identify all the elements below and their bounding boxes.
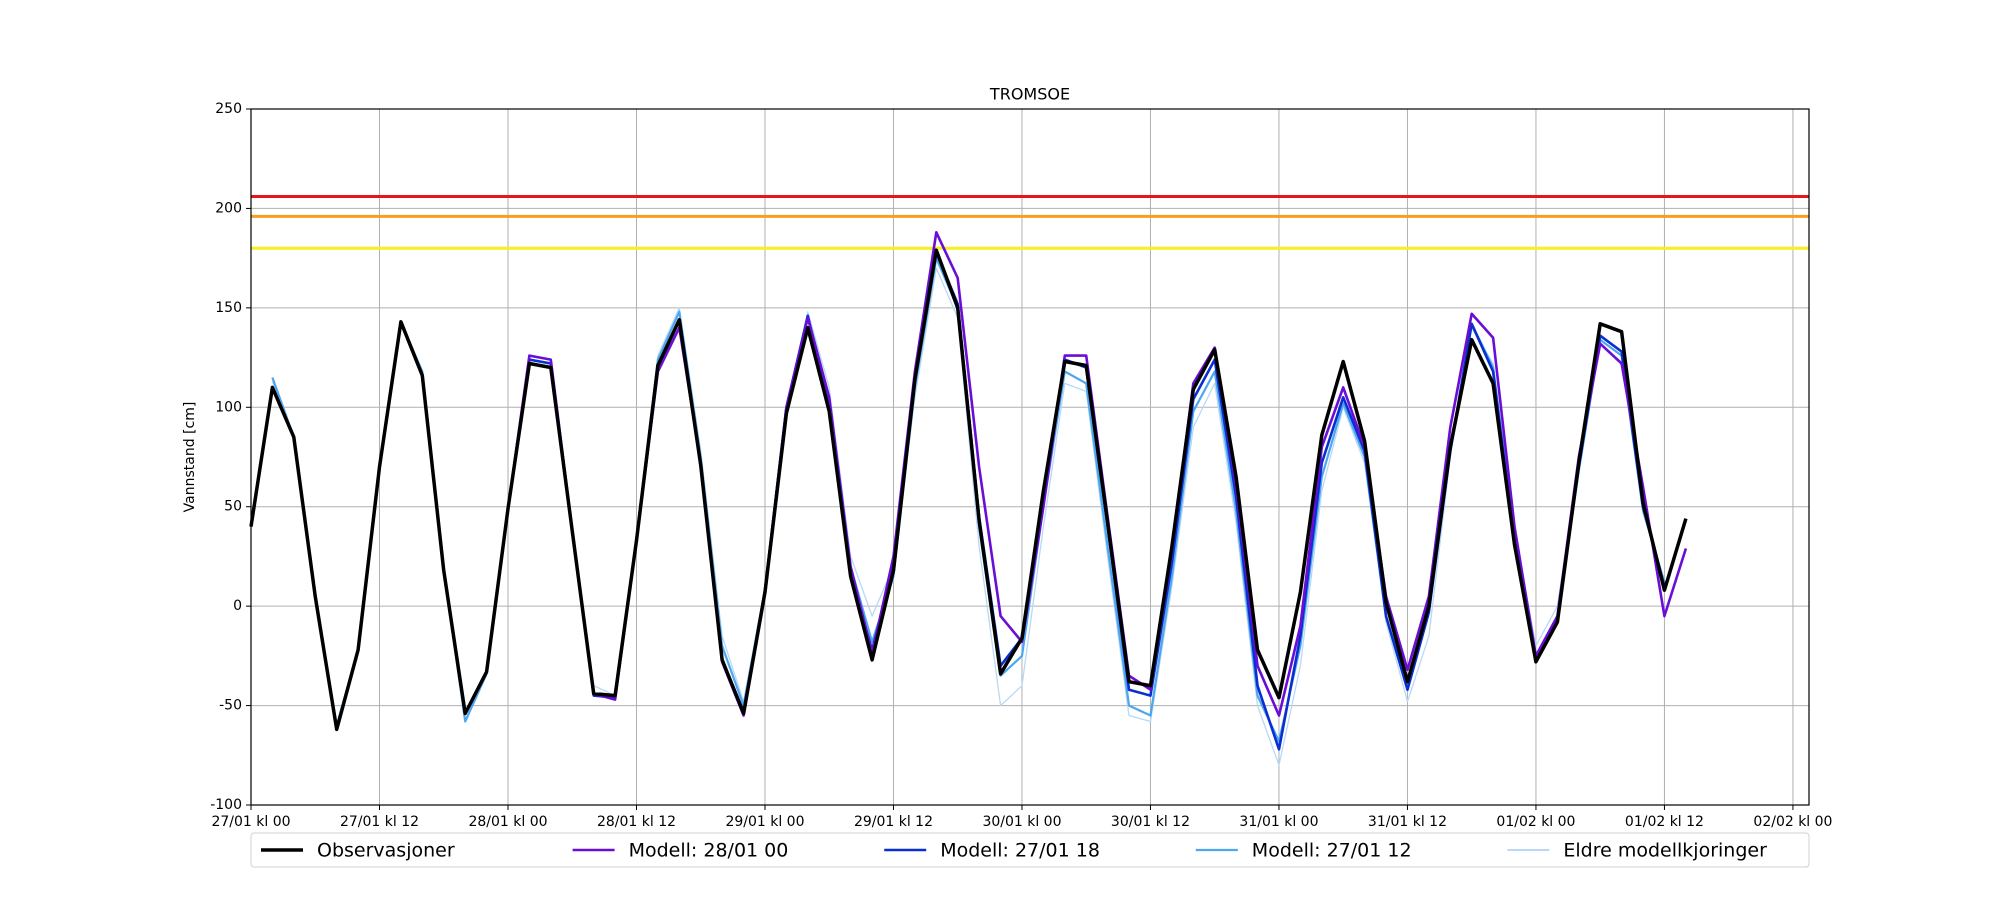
x-tick-label: 01/02 kl 00 bbox=[1496, 814, 1575, 830]
x-tick-label: 29/01 kl 00 bbox=[725, 814, 804, 830]
legend-box bbox=[250, 832, 1810, 868]
y-tick-label: -50 bbox=[219, 698, 242, 714]
x-tick-label: 28/01 kl 12 bbox=[597, 814, 676, 830]
y-tick-label: 200 bbox=[215, 200, 242, 216]
x-tick-label: 01/02 kl 12 bbox=[1625, 814, 1704, 830]
y-tick-label: 0 bbox=[233, 598, 242, 614]
y-tick-label: 50 bbox=[224, 499, 242, 515]
chart-title: TROMSOE bbox=[989, 85, 1070, 104]
x-tick-label: 28/01 kl 00 bbox=[468, 814, 547, 830]
x-tick-label: 30/01 kl 00 bbox=[982, 814, 1061, 830]
y-tick-label: 150 bbox=[215, 300, 242, 316]
y-tick-label: 250 bbox=[215, 101, 242, 117]
y-tick-label: 100 bbox=[215, 399, 242, 415]
y-axis-label: Vannstand [cm] bbox=[182, 402, 198, 513]
legend-label: Modell: 28/01 00 bbox=[629, 840, 789, 862]
legend-label: Modell: 27/01 18 bbox=[940, 840, 1100, 862]
x-tick-label: 02/02 kl 00 bbox=[1753, 814, 1832, 830]
plot-frame bbox=[250, 108, 1810, 806]
x-tick-label: 27/01 kl 12 bbox=[340, 814, 419, 830]
series-line bbox=[249, 248, 1688, 732]
x-tick-label: 29/01 kl 12 bbox=[854, 814, 933, 830]
x-tick-label: 31/01 kl 12 bbox=[1368, 814, 1447, 830]
x-tick-label: 27/01 kl 00 bbox=[211, 814, 290, 830]
x-tick-label: 30/01 kl 12 bbox=[1111, 814, 1190, 830]
legend-label: Modell: 27/01 12 bbox=[1252, 840, 1412, 862]
x-tick-label: 31/01 kl 00 bbox=[1239, 814, 1318, 830]
legend-label: Observasjoner bbox=[317, 840, 455, 862]
y-tick-label: -100 bbox=[210, 797, 242, 813]
legend-label: Eldre modellkjoringer bbox=[1563, 840, 1767, 862]
